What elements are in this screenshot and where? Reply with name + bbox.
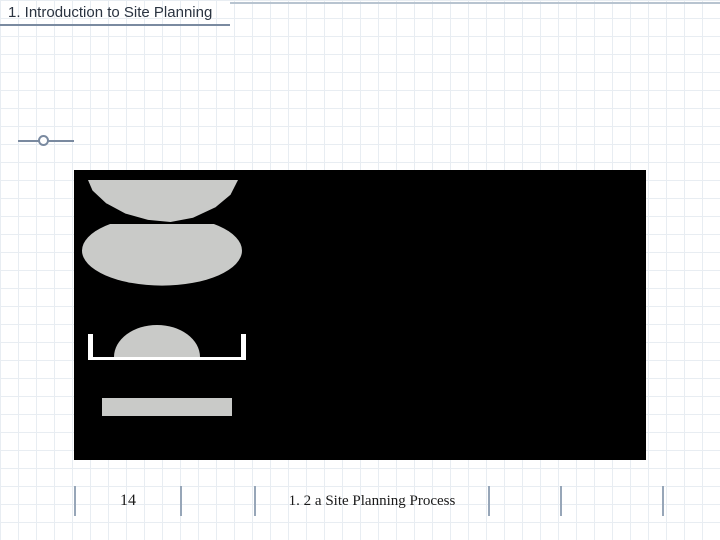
header-underline	[0, 24, 230, 26]
accent-dot-icon	[38, 135, 49, 146]
shape3-hump	[114, 325, 200, 357]
section-label: 1. 2 a Site Planning Process	[289, 493, 456, 510]
site-form-shape-4	[102, 398, 232, 416]
shape3-left-post	[88, 334, 93, 360]
footer-right-box	[560, 486, 664, 516]
figure-panel	[74, 170, 646, 460]
footer-page-box: 14	[74, 486, 182, 516]
page-number: 14	[120, 492, 136, 510]
shape3-right-post	[241, 334, 246, 360]
shape3-baseline	[88, 357, 246, 360]
footer-section-box: 1. 2 a Site Planning Process	[254, 486, 490, 516]
page-title: 1. Introduction to Site Planning	[8, 4, 212, 21]
site-form-shape-1	[88, 180, 238, 222]
site-form-shape-3	[88, 318, 246, 366]
header-right-rule	[230, 2, 720, 4]
header: 1. Introduction to Site Planning	[0, 0, 720, 26]
site-form-shape-2	[82, 224, 242, 294]
